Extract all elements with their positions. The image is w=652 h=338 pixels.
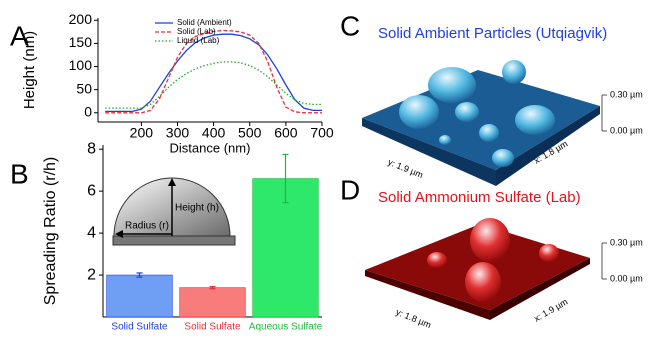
afm-surface (362, 60, 607, 186)
x-tick-label: 700 (310, 125, 334, 141)
x-tick-label: 300 (166, 125, 190, 141)
y-tick-label: 100 (69, 57, 93, 73)
scale-label: 0.30 µm (610, 237, 643, 247)
x-axis-title: Distance (nm) (170, 140, 251, 155)
panel-letter: B (10, 158, 29, 189)
scale-label: 0.30 µm (610, 89, 643, 99)
panel-letter: C (340, 10, 360, 41)
x-tick-label: 500 (238, 125, 262, 141)
annotation: Height (h) (175, 203, 219, 214)
y-tick-label: 6 (87, 182, 96, 199)
panel-title: Solid Ambient Particles (Utqiaġvik) (378, 25, 607, 42)
y-axis-title: Spreading Ratio (r/h) (42, 157, 59, 306)
y-tick-label: 200 (69, 11, 93, 27)
series-line (105, 29, 322, 114)
axis-label: x: 1.9 µm (532, 297, 569, 324)
y-tick-label: 50 (76, 80, 92, 96)
y-tick-label: 2 (87, 266, 96, 283)
series-line (105, 33, 322, 113)
bar (106, 274, 173, 318)
series-line (105, 61, 322, 109)
y-axis-title: Height (nm) (21, 31, 38, 109)
axis-label: y: 1.9 µm (386, 157, 424, 180)
x-tick-label: Solid Sulfate (111, 322, 168, 333)
scale-label: 0.00 µm (610, 125, 643, 135)
y-tick-label: 0 (84, 103, 92, 119)
panel-letter: D (340, 174, 360, 205)
x-tick-label: Solid Sulfate (184, 322, 241, 333)
y-tick-label: 4 (87, 224, 96, 241)
x-tick-label: 600 (274, 125, 298, 141)
axis-label: y: 1.8 µm (394, 307, 432, 330)
legend-label: Liquid (Lab) (177, 36, 220, 45)
y-tick-label: 8 (87, 140, 96, 157)
y-tick-label: 150 (69, 34, 93, 50)
x-tick-label: 400 (202, 125, 226, 141)
x-tick-label: Aqueous Sulfate (249, 322, 323, 333)
panel-letter: A (10, 20, 29, 51)
legend-label: Solid (Lab) (177, 27, 216, 36)
bar (179, 287, 246, 318)
inset-diagram (112, 177, 236, 246)
panel-title: Solid Ammonium Sulfate (Lab) (378, 189, 581, 206)
x-tick-label: 200 (130, 125, 154, 141)
scale-label: 0.00 µm (610, 273, 643, 283)
legend-label: Solid (Ambient) (177, 18, 232, 27)
afm-surface (365, 218, 607, 320)
annotation: Radius (r) (125, 221, 169, 232)
